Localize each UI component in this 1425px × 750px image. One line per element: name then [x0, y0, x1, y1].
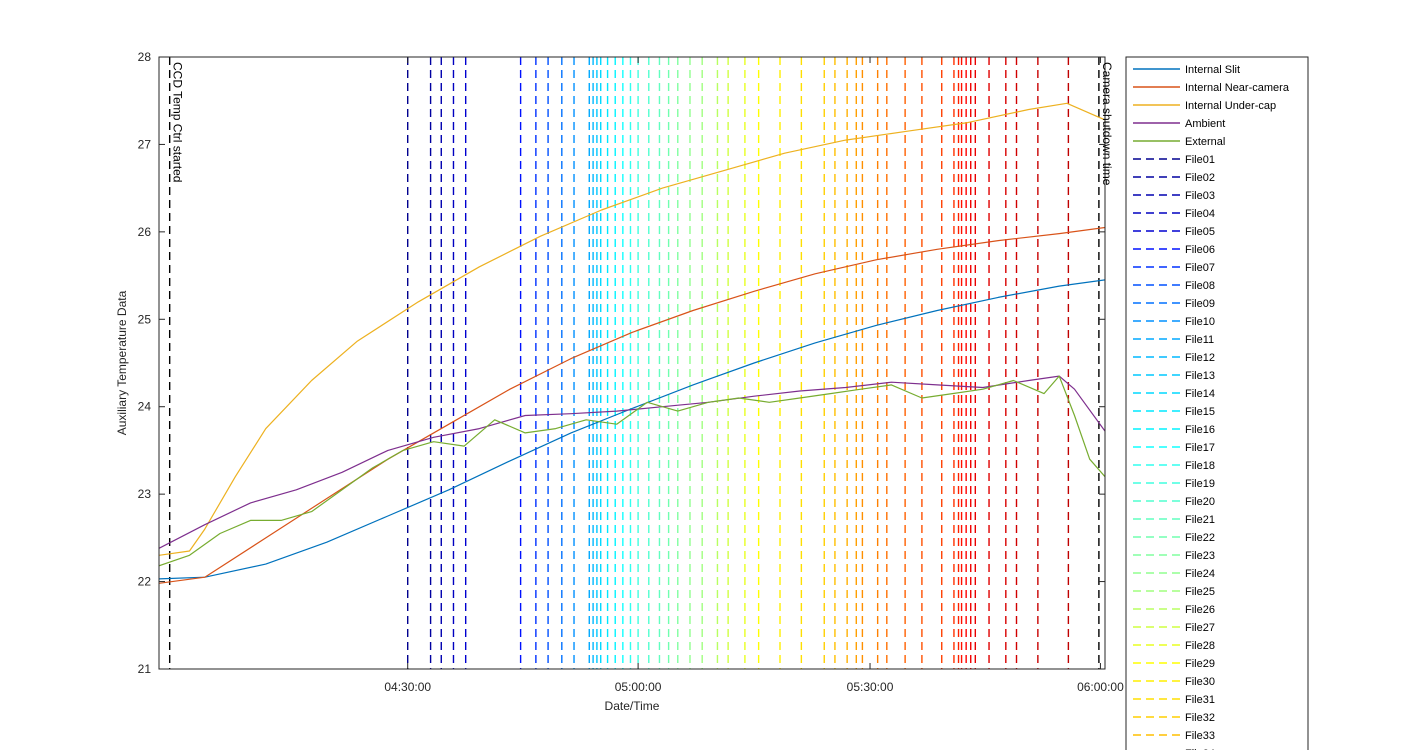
- legend-label: Internal Slit: [1185, 64, 1240, 76]
- legend-label: File33: [1185, 730, 1215, 742]
- legend-label: File05: [1185, 226, 1215, 238]
- x-axis: 04:30:00 05:00:00 05:30:00 06:00:00: [384, 57, 1124, 694]
- legend-label: File31: [1185, 694, 1215, 706]
- x-tick-label: 05:00:00: [615, 680, 662, 694]
- legend-label: File11: [1185, 334, 1214, 346]
- legend-label: File24: [1185, 568, 1215, 580]
- legend-label: File27: [1185, 622, 1215, 634]
- legend-label: Internal Under-cap: [1185, 100, 1276, 112]
- y-tick-label: 24: [138, 400, 152, 414]
- legend-label: File17: [1185, 442, 1215, 454]
- x-axis-title: Date/Time: [605, 699, 660, 713]
- legend-label: File23: [1185, 550, 1215, 562]
- event-annotation-label: CCD Temp Ctrl started: [171, 62, 185, 182]
- y-axis-title: Auxiliary Temperature Data: [115, 290, 129, 435]
- series-line-internal-near-camera: [159, 226, 1105, 584]
- legend-label: File13: [1185, 370, 1215, 382]
- legend-label: Ambient: [1185, 118, 1225, 130]
- legend-box: [1125, 56, 1309, 750]
- series-line-internal-slit: [159, 279, 1105, 580]
- legend-label: File30: [1185, 676, 1215, 688]
- legend-label: File20: [1185, 496, 1215, 508]
- y-tick-label: 21: [138, 662, 152, 676]
- series-line-internal-under-cap: [159, 102, 1105, 556]
- legend-label: File03: [1185, 190, 1215, 202]
- legend-label: File25: [1185, 586, 1215, 598]
- legend: Internal Slit Internal Near-camera Interna…: [1125, 56, 1309, 750]
- event-annotation-label: Camera shutdown time: [1100, 62, 1114, 186]
- legend-label: File22: [1185, 532, 1215, 544]
- legend-label: File10: [1185, 316, 1215, 328]
- legend-label: File29: [1185, 658, 1215, 670]
- legend-label: File14: [1185, 388, 1215, 400]
- y-tick-label: 28: [138, 50, 152, 64]
- y-tick-label: 27: [138, 137, 152, 151]
- y-tick-label: 23: [138, 487, 152, 501]
- legend-label: File21: [1185, 514, 1215, 526]
- y-axis: 21 22 23 24 25 26 27 28: [138, 50, 1105, 676]
- legend-label: File02: [1185, 172, 1215, 184]
- legend-label: File26: [1185, 604, 1215, 616]
- legend-label: File32: [1185, 712, 1215, 724]
- legend-label: File04: [1185, 208, 1215, 220]
- x-tick-label: 06:00:00: [1077, 680, 1124, 694]
- series-line-external: [159, 375, 1105, 567]
- legend-label: File08: [1185, 280, 1215, 292]
- legend-label: File09: [1185, 298, 1215, 310]
- legend-label: File16: [1185, 424, 1215, 436]
- event-annotations: CCD Temp Ctrl started Camera shutdown tim…: [171, 62, 1114, 186]
- legend-label: File01: [1185, 154, 1215, 166]
- legend-label: External: [1185, 136, 1225, 148]
- y-tick-label: 22: [138, 575, 152, 589]
- data-series: [159, 102, 1105, 584]
- x-tick-label: 04:30:00: [384, 680, 431, 694]
- legend-label: File06: [1185, 244, 1215, 256]
- event-marker-lines: [168, 57, 1100, 669]
- y-tick-label: 26: [138, 225, 152, 239]
- y-tick-label: 25: [138, 312, 152, 326]
- x-tick-label: 05:30:00: [847, 680, 894, 694]
- file-marker-lines: [407, 57, 1070, 669]
- legend-label: Internal Near-camera: [1185, 82, 1290, 94]
- legend-label: File18: [1185, 460, 1215, 472]
- legend-label: File19: [1185, 478, 1215, 490]
- plot-frame: [158, 56, 1106, 670]
- legend-label: File15: [1185, 406, 1215, 418]
- legend-label: File12: [1185, 352, 1215, 364]
- legend-label: File07: [1185, 262, 1215, 274]
- legend-label: File28: [1185, 640, 1215, 652]
- legend-label: File34: [1185, 748, 1215, 750]
- series-line-ambient: [159, 375, 1105, 549]
